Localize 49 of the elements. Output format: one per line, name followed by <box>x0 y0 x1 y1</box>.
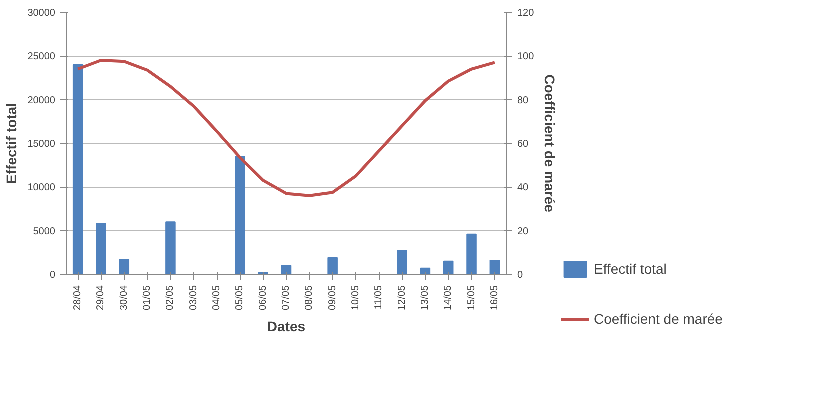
bar <box>443 260 454 274</box>
y-tick-label: 5000 <box>33 226 56 238</box>
x-tick-label: 03/05 <box>188 285 200 311</box>
x-tick-label: 11/05 <box>374 285 385 310</box>
x-tick-label: 09/05 <box>327 285 338 311</box>
bar <box>466 234 477 274</box>
x-tick-label: 16/05 <box>489 285 500 311</box>
bar <box>119 259 130 274</box>
bar <box>72 64 84 274</box>
x-tick-label: 10/05 <box>350 285 362 311</box>
x-tick-label: 14/05 <box>443 285 454 311</box>
y2-tick-label: 0 <box>518 270 524 281</box>
y2-tick-label: 120 <box>518 8 535 19</box>
y2-tick-label: 60 <box>518 139 530 150</box>
y-tick-label: 10000 <box>28 182 56 194</box>
bar <box>397 250 408 274</box>
x-tick-label: 06/05 <box>258 285 269 311</box>
x-tick-label: 29/04 <box>96 285 107 311</box>
y2-axis-title: Coefficient de marée <box>542 74 558 213</box>
x-tick-label: 15/05 <box>466 285 478 311</box>
y-tick-label: 0 <box>50 270 56 281</box>
x-tick-label: 28/04 <box>72 285 84 311</box>
bar <box>490 260 500 274</box>
x-tick-label: 13/05 <box>420 285 431 311</box>
x-tick-label: 04/05 <box>212 285 223 311</box>
y2-tick-label: 80 <box>518 95 530 106</box>
x-tick-label: 12/05 <box>396 285 408 311</box>
bar <box>166 222 176 274</box>
x-tick-label: 01/05 <box>142 285 154 311</box>
bar <box>328 257 338 274</box>
y-tick-label: 25000 <box>28 52 56 63</box>
y2-tick-label: 100 <box>518 52 535 63</box>
y-tick-label: 20000 <box>28 95 56 106</box>
y2-tick-label: 20 <box>518 226 530 238</box>
x-axis-title: Dates <box>267 318 306 335</box>
x-tick-label: 08/05 <box>304 285 316 311</box>
x-tick-label: 07/05 <box>281 285 292 311</box>
bar <box>235 156 246 274</box>
y-axis-title: Effectif total <box>4 103 20 184</box>
x-tick-label: 05/05 <box>234 285 246 311</box>
x-tick-label: 02/05 <box>165 285 176 311</box>
legend-label: Coefficient de marée <box>594 311 723 327</box>
y-tick-label: 15000 <box>28 139 56 150</box>
bar <box>96 223 106 274</box>
y2-tick-label: 40 <box>518 182 530 194</box>
line-series <box>76 59 496 198</box>
y-tick-label: 30000 <box>28 8 56 19</box>
x-tick-label: 30/04 <box>118 285 130 311</box>
legend-label: Effectif total <box>594 261 667 277</box>
